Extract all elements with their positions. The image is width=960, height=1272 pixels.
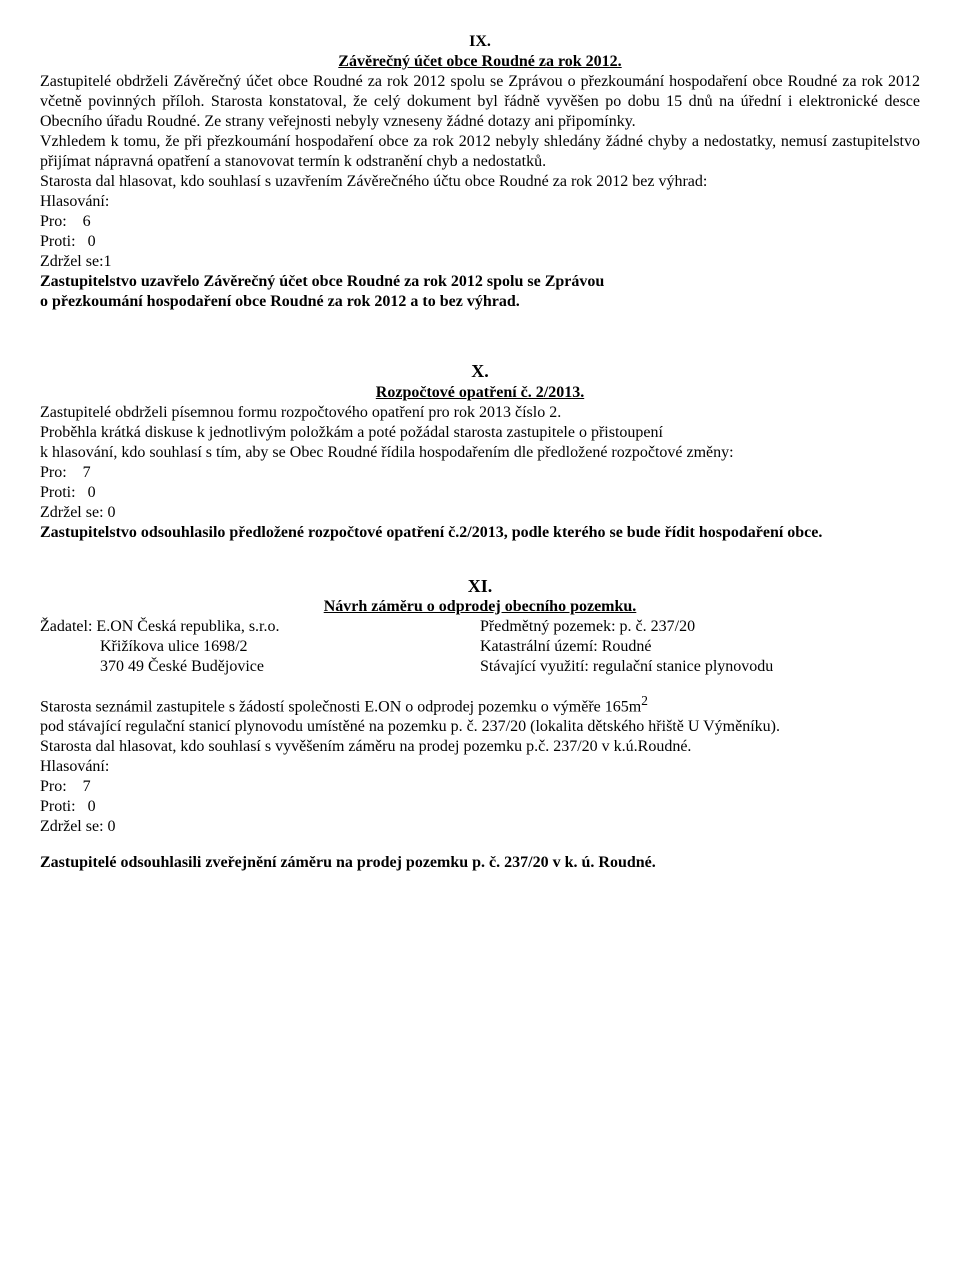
xi-applicant-block: Žadatel: E.ON Česká republika, s.r.o. Kř… bbox=[40, 617, 920, 677]
xi-applicant-line-2: Křižíkova ulice 1698/2 bbox=[40, 637, 480, 657]
xi-applicant-line-3: 370 49 České Budějovice bbox=[40, 657, 480, 677]
x-paragraph-1: Zastupitelé obdrželi písemnou formu rozp… bbox=[40, 403, 920, 423]
xi-parcel-line-3: Stávající využití: regulační stanice ply… bbox=[480, 657, 920, 677]
xi-p1-sup: 2 bbox=[641, 693, 648, 708]
ix-hlasovani-label: Hlasování: bbox=[40, 192, 920, 212]
ix-paragraph-3: Starosta dal hlasovat, kdo souhlasí s uz… bbox=[40, 172, 920, 192]
section-x-title: Rozpočtové opatření č. 2/2013. bbox=[40, 383, 920, 403]
section-xi-number: XI. bbox=[40, 575, 920, 598]
ix-proti: Proti: 0 bbox=[40, 232, 920, 252]
ix-resolution-line-1: Zastupitelstvo uzavřelo Závěrečný účet o… bbox=[40, 272, 920, 292]
ix-paragraph-2: Vzhledem k tomu, že při přezkoumání hosp… bbox=[40, 132, 920, 172]
section-x-number: X. bbox=[40, 360, 920, 383]
xi-hlasovani-label: Hlasování: bbox=[40, 757, 920, 777]
section-ix-title: Závěrečný účet obce Roudné za rok 2012. bbox=[40, 52, 920, 72]
x-zdrzel: Zdržel se: 0 bbox=[40, 503, 920, 523]
xi-paragraph-1: Starosta seznámil zastupitele s žádostí … bbox=[40, 693, 920, 717]
ix-pro: Pro: 6 bbox=[40, 212, 920, 232]
ix-zdrzel: Zdržel se:1 bbox=[40, 252, 920, 272]
xi-resolution: Zastupitelé odsouhlasili zveřejnění zámě… bbox=[40, 853, 920, 873]
xi-p1-text: Starosta seznámil zastupitele s žádostí … bbox=[40, 698, 641, 715]
section-xi-title: Návrh záměru o odprodej obecního pozemku… bbox=[40, 597, 920, 617]
xi-zdrzel: Zdržel se: 0 bbox=[40, 817, 920, 837]
x-proti: Proti: 0 bbox=[40, 483, 920, 503]
xi-parcel-line-2: Katastrální území: Roudné bbox=[480, 637, 920, 657]
xi-paragraph-3: Starosta dal hlasovat, kdo souhlasí s vy… bbox=[40, 737, 920, 757]
x-paragraph-2: Proběhla krátká diskuse k jednotlivým po… bbox=[40, 423, 920, 443]
ix-resolution-line-2: o přezkoumání hospodaření obce Roudné za… bbox=[40, 292, 920, 312]
ix-paragraph-1: Zastupitelé obdrželi Závěrečný účet obce… bbox=[40, 72, 920, 132]
x-pro: Pro: 7 bbox=[40, 463, 920, 483]
x-paragraph-3: k hlasování, kdo souhlasí s tím, aby se … bbox=[40, 443, 920, 463]
section-ix-number: IX. bbox=[40, 32, 920, 52]
xi-pro: Pro: 7 bbox=[40, 777, 920, 797]
xi-paragraph-2: pod stávající regulační stanicí plynovod… bbox=[40, 717, 920, 737]
xi-applicant-line-1: Žadatel: E.ON Česká republika, s.r.o. bbox=[40, 617, 480, 637]
x-resolution: Zastupitelstvo odsouhlasilo předložené r… bbox=[40, 523, 920, 543]
xi-proti: Proti: 0 bbox=[40, 797, 920, 817]
xi-parcel-line-1: Předmětný pozemek: p. č. 237/20 bbox=[480, 617, 920, 637]
